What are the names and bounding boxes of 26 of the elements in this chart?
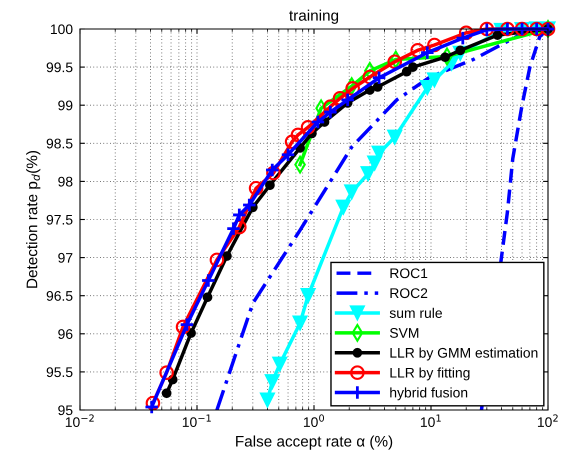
y-tick-label: 96: [58, 329, 72, 339]
legend-label: LLR by GMM estimation: [390, 348, 538, 360]
y-tick-label: 98.5: [46, 138, 72, 148]
y-tick-label: 95: [58, 405, 72, 416]
x-tick-label: 10$^{−2}$: [66, 414, 94, 428]
legend-label: hybrid fusion: [390, 387, 468, 400]
y-tick-label: 97.5: [46, 214, 72, 225]
chart-title: training: [289, 10, 338, 24]
legend-label: ROC1: [390, 268, 428, 278]
y-tick-label: 95.5: [46, 367, 72, 378]
x-tick-label: 10$^{1}$: [420, 414, 441, 428]
y-tick-label: 98: [58, 176, 72, 187]
x-tick-label: 10$^{2}$: [538, 414, 558, 428]
y-tick-label: 100: [50, 24, 73, 34]
legend-label: LLR by fitting: [390, 367, 470, 380]
y-tick-label: 99.5: [46, 62, 72, 72]
y-tick-label: 97: [58, 252, 72, 263]
legend-label: ROC2: [390, 288, 428, 298]
x-tick-label: 10$^{−1}$: [182, 414, 211, 428]
legend-label: sum rule: [390, 308, 442, 318]
legend-label: SVM: [390, 328, 418, 338]
x-tick-label: 10$^{0}$: [304, 414, 324, 428]
y-axis-title: Detection rate p$_{d}$(%): [26, 150, 40, 288]
x-axis-title: False accept rate α (%): [236, 435, 392, 450]
y-tick-label: 99: [58, 100, 72, 110]
y-tick-label: 96.5: [46, 291, 72, 301]
